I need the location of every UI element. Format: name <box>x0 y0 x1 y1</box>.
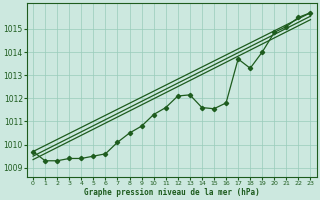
X-axis label: Graphe pression niveau de la mer (hPa): Graphe pression niveau de la mer (hPa) <box>84 188 260 197</box>
